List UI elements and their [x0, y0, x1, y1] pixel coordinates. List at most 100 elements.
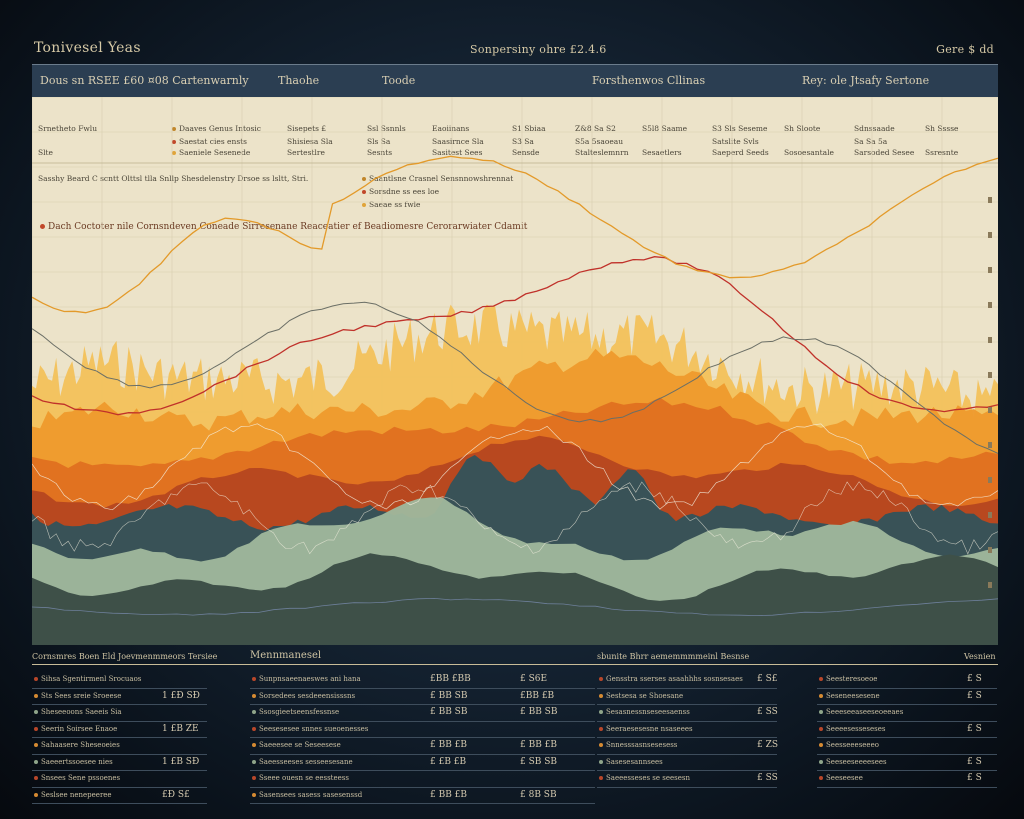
legend-item: Z&8 Sa S2	[575, 124, 616, 133]
row-label-text: Saeeesee se Seseesese	[259, 741, 341, 749]
row-value: £ S	[967, 690, 982, 701]
row-label: Seeeseeaseeseoeeaes	[819, 708, 903, 716]
legend-label: Sdnssaade	[854, 124, 895, 133]
row-label-text: Seeseesee	[826, 774, 863, 782]
legend-item: Ssl Ssnnls	[367, 124, 406, 133]
table-row[interactable]: Saeeesseses se seesesn £ SS	[597, 771, 778, 788]
axis-tick	[988, 512, 992, 518]
table-row[interactable]: Seeeseeaseeseoeeaes	[817, 705, 997, 722]
axis-tick	[988, 372, 992, 378]
header-col-2[interactable]: Toode	[382, 74, 416, 87]
line-series	[32, 597, 998, 617]
table-row[interactable]: Seeseeseeeesees £ S	[817, 755, 997, 771]
table-row[interactable]: Sorsedees sesdeeensisssns £ BB SB £BB £B	[250, 689, 595, 705]
row-label: Gensstra sserses asaahhhs sosnsesaes	[599, 675, 743, 683]
legend-item: S3 Sa	[512, 137, 534, 146]
table-row[interactable]: Saeesseeses sesseesesane £ £B £B £ SB SB	[250, 755, 595, 771]
table-row[interactable]: Ssosgieetseensfessnse £ BB SB £ BB SB	[250, 705, 595, 722]
table-row[interactable]: Sahaasere Sheseoeies	[32, 738, 207, 755]
legend-label: S3 Sls Seseme	[712, 124, 768, 133]
table-row[interactable]: Sihsa Sgentirmenl Srocuaos	[32, 672, 207, 689]
row-marker	[34, 710, 38, 714]
legend-label: Shisiesa Sla	[287, 137, 333, 146]
legend-label: Sosoesantale	[784, 148, 834, 157]
legend-marker	[362, 190, 366, 194]
table-row[interactable]: Seesseeeseeeo	[817, 738, 997, 755]
table-row[interactable]: Sheseeoons Saeeis Sia	[32, 705, 207, 722]
legend-label: S5l8 Saame	[642, 124, 688, 133]
row-marker	[599, 726, 603, 731]
summary-table: Sihsa Sgentirmenl Srocuaos Sts Sees sreie…	[32, 672, 207, 804]
legend-note-text: Sorsdne ss ees loe	[369, 187, 440, 196]
table-row[interactable]: Seeeesesseseses £ S	[817, 722, 997, 738]
summary-table: Sunpnsaeenaeswes ani hana £BB £BB £ S6E Sor…	[250, 672, 595, 804]
legend-item: S5a 5saoeau	[575, 137, 623, 146]
table-row[interactable]: Snnesssasnsesesess £ ZS	[597, 738, 778, 755]
table-row[interactable]: Sts Sees sreie Sroeese 1 £Ð SÐ	[32, 689, 207, 705]
row-marker	[819, 759, 823, 764]
table-row[interactable]: Sseee ouesn se eessteess	[250, 771, 595, 788]
legend-label: Saeniele Sesenede	[179, 148, 251, 157]
row-marker	[34, 726, 38, 731]
row-label: Sasesesannsees	[599, 758, 663, 766]
legend-item: S3 Sls Seseme	[712, 124, 767, 133]
axis-tick	[988, 582, 992, 588]
legend-label: Sarsoded Sesee	[854, 148, 915, 157]
legend-label: Sls Sa	[367, 137, 391, 146]
legend-label: Sensde	[512, 148, 540, 157]
table-row[interactable]: Seeseesee £ S	[817, 771, 997, 788]
legend-item: Shisiesa Sla	[287, 137, 333, 146]
caption-marker	[40, 224, 45, 229]
table-row[interactable]: Snsees Sene pssoenes	[32, 771, 207, 788]
row-label-text: Seeeesesseseses	[826, 724, 886, 733]
table-row[interactable]: Seesteresoeoe £ S	[817, 672, 997, 689]
row-marker	[819, 743, 823, 747]
legend-label: Sasitest Sees	[432, 148, 483, 157]
header-col-1[interactable]: Thaohe	[278, 74, 320, 87]
table-row[interactable]: Sestsesa se Shoesane	[597, 689, 777, 705]
summary-table: Gensstra sserses asaahhhs sosnsesaes £ S£…	[597, 672, 778, 788]
row-label-text: Sahaasere Sheseoeies	[41, 741, 120, 749]
row-marker	[819, 677, 823, 681]
header-col-4[interactable]: Rey: ole Jtsafy Sertone	[802, 74, 930, 87]
table-row[interactable]: Saeeertssoesee nies 1 £B SÐ	[32, 755, 207, 771]
table-row[interactable]: Seerin Soirsee Enaoe 1 £B ZE	[32, 722, 207, 738]
row-label: Seesesesee snnes sueoenesses	[252, 725, 368, 733]
row-marker	[819, 710, 823, 714]
legend-item: S5l8 Saame	[642, 124, 687, 133]
table-row[interactable]: Sasensees sasess sasesenssd £ BB £B £ 8B S…	[250, 788, 595, 804]
row-label-text: Snsees Sene pssoenes	[41, 774, 121, 782]
table-row[interactable]: Seeraesesesne nsaseees	[597, 722, 777, 738]
legend-note-left: Sasshy Beard C scntt Olttsl tlla Snllp S…	[38, 174, 309, 183]
axis-tick	[988, 302, 992, 308]
row-label-text: Ssosgieetseensfessnse	[259, 708, 340, 716]
table-row[interactable]: Sasesesannsees	[597, 755, 777, 771]
row-label: Snnesssasnsesesess	[599, 741, 677, 749]
row-marker	[599, 710, 603, 714]
app-title: Tonivesel Yeas	[34, 40, 141, 56]
row-label: Saeeesee se Seseesese	[252, 741, 341, 749]
table-row[interactable]: Seseneesesene £ S	[817, 689, 997, 705]
row-label-text: Seeraesesesne nsaseees	[606, 724, 693, 733]
caption-text: Dach Coctoter nile Cornsndeven Coneade S…	[48, 222, 528, 232]
axis-tick	[988, 197, 992, 203]
legend-item: Srnetheto Fwlu	[38, 124, 97, 133]
table-row[interactable]: Saeeesee se Seseesese £ BB £B £ BB £B	[250, 738, 595, 755]
row-value: £ BB SB	[520, 707, 558, 717]
legend-item: Satslite Svls	[712, 137, 759, 146]
table-row[interactable]: Seesesesee snnes sueoenesses	[250, 722, 595, 738]
row-marker	[599, 693, 603, 698]
table-row[interactable]: Gensstra sserses asaahhhs sosnsesaes £ S£	[597, 672, 777, 689]
table-row[interactable]: Sunpnsaeenaeswes ani hana £BB £BB £ S6E	[250, 672, 595, 689]
table-row[interactable]: Sesasnessnseseesaenss £ SS	[597, 705, 778, 722]
bottom-header-1: Cornsmres Boen Eld Joevmenmmeors Tersiee	[32, 652, 218, 661]
legend-item: Sertestlre	[287, 148, 325, 157]
row-value: 1 £B ZE	[162, 723, 199, 734]
row-label: Seeraesesesne nsaseees	[599, 725, 693, 733]
top-right-label: Gere $ dd	[936, 43, 994, 56]
row-value: 1 £B SÐ	[162, 756, 200, 767]
row-value: £ BB SB	[430, 690, 468, 701]
row-label-text: Sasensees sasess sasesenssd	[259, 790, 363, 799]
header-col-3[interactable]: Forsthenwos Cllinas	[592, 74, 706, 87]
table-row[interactable]: Seslsee nenepeeree £Ð S£	[32, 788, 207, 804]
